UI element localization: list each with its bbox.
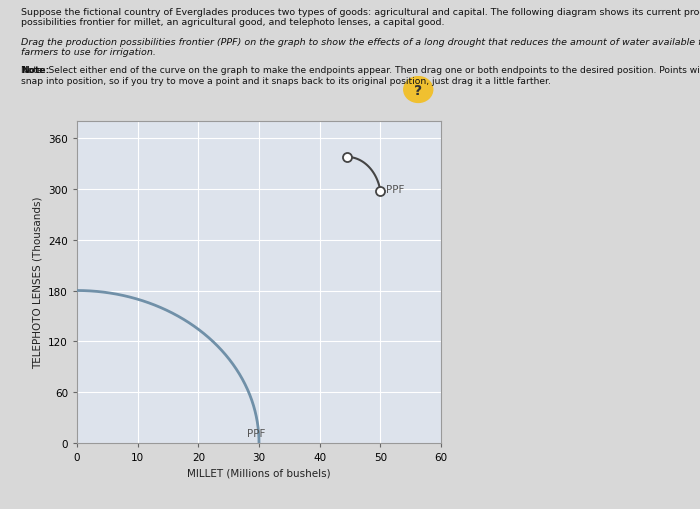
Text: Suppose the fictional country of Everglades produces two types of goods: agricul: Suppose the fictional country of Evergla… (21, 8, 700, 17)
Text: Note:: Note: (21, 66, 49, 75)
Y-axis label: TELEPHOTO LENSES (Thousands): TELEPHOTO LENSES (Thousands) (33, 196, 43, 369)
Text: ?: ? (414, 84, 422, 98)
Text: farmers to use for irrigation.: farmers to use for irrigation. (21, 48, 156, 58)
Text: PPF: PPF (386, 185, 405, 194)
Text: Note: Select either end of the curve on the graph to make the endpoints appear. : Note: Select either end of the curve on … (21, 66, 700, 75)
Text: possibilities frontier for millet, an agricultural good, and telephoto lenses, a: possibilities frontier for millet, an ag… (21, 18, 444, 27)
Circle shape (404, 77, 433, 103)
Text: PPF: PPF (247, 429, 265, 439)
X-axis label: MILLET (Millions of bushels): MILLET (Millions of bushels) (187, 467, 331, 477)
Text: Drag the production possibilities frontier (PPF) on the graph to show the effect: Drag the production possibilities fronti… (21, 38, 700, 47)
Text: snap into position, so if you try to move a point and it snaps back to its origi: snap into position, so if you try to mov… (21, 76, 551, 86)
